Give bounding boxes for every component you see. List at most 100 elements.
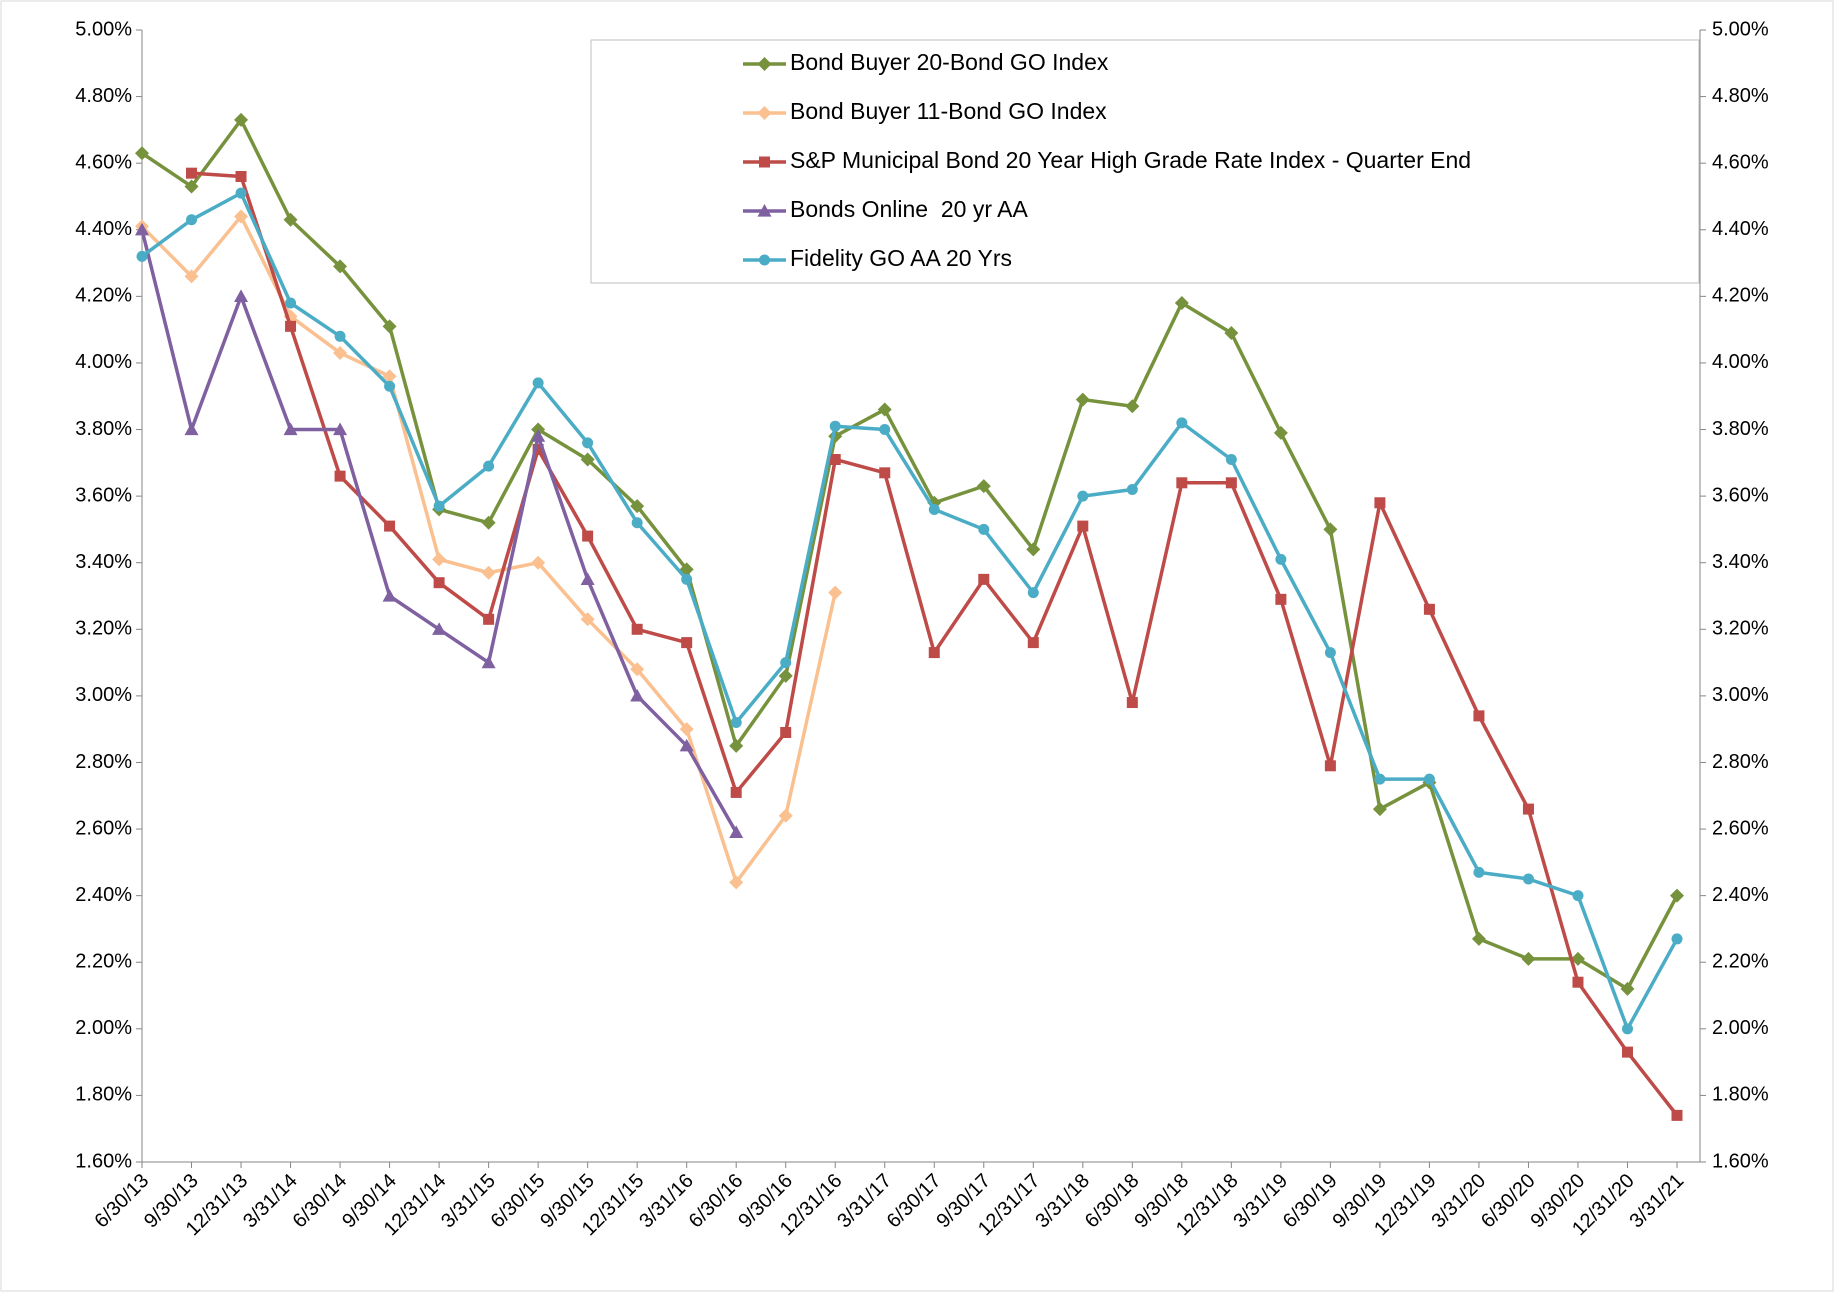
marker	[1075, 392, 1090, 407]
legend-label: Bonds Online 20 yr AA	[790, 196, 1028, 222]
marker	[333, 345, 348, 360]
marker	[382, 369, 397, 384]
marker	[382, 589, 397, 602]
marker	[1570, 951, 1585, 966]
series-line	[140, 191, 1679, 1031]
marker	[580, 572, 595, 585]
marker	[1027, 637, 1039, 649]
marker	[679, 722, 694, 737]
marker	[235, 187, 247, 199]
y-tick-label: 4.40%	[75, 218, 132, 240]
y-tick-label: 2.20%	[75, 951, 132, 973]
y2-tick-label: 4.40%	[1712, 218, 1769, 240]
marker	[1572, 890, 1584, 902]
marker	[778, 668, 793, 683]
marker	[1374, 497, 1386, 509]
y-tick-label: 4.80%	[75, 85, 132, 107]
marker	[759, 156, 770, 168]
marker	[532, 444, 544, 456]
marker	[630, 499, 645, 514]
marker	[759, 254, 770, 266]
marker	[384, 520, 396, 532]
marker	[631, 517, 643, 529]
y2-tick-label: 2.20%	[1712, 951, 1769, 973]
marker	[630, 688, 645, 702]
y-tick-label: 5.00%	[75, 18, 132, 40]
marker	[1176, 417, 1188, 429]
marker	[531, 555, 546, 570]
marker	[1620, 981, 1635, 996]
marker	[1077, 520, 1089, 532]
marker	[135, 222, 149, 236]
marker	[580, 612, 595, 627]
y-tick-label: 4.00%	[75, 351, 132, 373]
y2-tick-label: 4.80%	[1712, 85, 1769, 107]
marker	[186, 214, 198, 226]
marker	[481, 515, 496, 530]
marker	[582, 437, 594, 449]
marker	[757, 57, 772, 71]
marker	[1423, 603, 1435, 615]
marker	[681, 637, 693, 649]
legend-label: S&P Municipal Bond 20 Year High Grade Ra…	[790, 147, 1471, 173]
y-tick-label: 2.80%	[75, 751, 132, 773]
marker	[135, 146, 149, 161]
y-tick-label: 3.20%	[75, 618, 132, 640]
marker	[1225, 477, 1237, 489]
marker	[1621, 1046, 1633, 1058]
legend-label: Bond Buyer 20-Bond GO Index	[790, 49, 1109, 75]
marker	[1572, 976, 1584, 988]
marker	[1423, 773, 1435, 785]
y2-tick-label: 1.60%	[1712, 1150, 1769, 1172]
y2-tick-label: 3.80%	[1712, 418, 1769, 440]
marker	[531, 429, 546, 442]
y-tick-label: 2.00%	[75, 1017, 132, 1039]
marker	[1273, 425, 1288, 440]
marker	[729, 825, 744, 838]
marker	[729, 738, 744, 753]
marker	[582, 530, 594, 542]
marker	[1324, 647, 1336, 659]
marker	[1176, 477, 1188, 489]
y2-tick-label: 3.00%	[1712, 684, 1769, 706]
marker	[778, 808, 793, 823]
marker	[481, 565, 496, 580]
y2-tick-label: 5.00%	[1712, 18, 1769, 40]
marker	[382, 319, 397, 334]
y-tick-label: 2.40%	[75, 884, 132, 906]
y2-tick-label: 3.60%	[1712, 484, 1769, 506]
y2-tick-label: 1.80%	[1712, 1084, 1769, 1106]
marker	[285, 297, 297, 309]
y2-tick-label: 2.80%	[1712, 751, 1769, 773]
marker	[631, 623, 643, 635]
marker	[780, 727, 792, 739]
marker	[334, 470, 346, 482]
marker	[1224, 325, 1239, 340]
y-tick-label: 1.80%	[75, 1084, 132, 1106]
marker	[136, 250, 148, 262]
marker	[1225, 453, 1237, 465]
marker	[1473, 710, 1485, 722]
marker	[1275, 593, 1287, 605]
marker	[432, 552, 447, 567]
marker	[186, 167, 198, 179]
marker	[1126, 483, 1138, 495]
marker	[433, 577, 445, 589]
marker	[1275, 553, 1287, 565]
marker	[1670, 888, 1684, 903]
y-tick-label: 3.80%	[75, 418, 132, 440]
marker	[681, 573, 693, 585]
marker	[184, 179, 199, 194]
y-tick-label: 3.60%	[75, 484, 132, 506]
marker	[285, 320, 297, 332]
marker	[757, 106, 772, 120]
marker	[828, 585, 843, 600]
y2-tick-label: 2.00%	[1712, 1017, 1769, 1039]
marker	[976, 479, 991, 494]
marker	[384, 380, 396, 392]
series-line	[141, 118, 1679, 991]
y2-tick-label: 4.20%	[1712, 285, 1769, 307]
marker	[580, 452, 595, 467]
marker	[1125, 399, 1140, 414]
